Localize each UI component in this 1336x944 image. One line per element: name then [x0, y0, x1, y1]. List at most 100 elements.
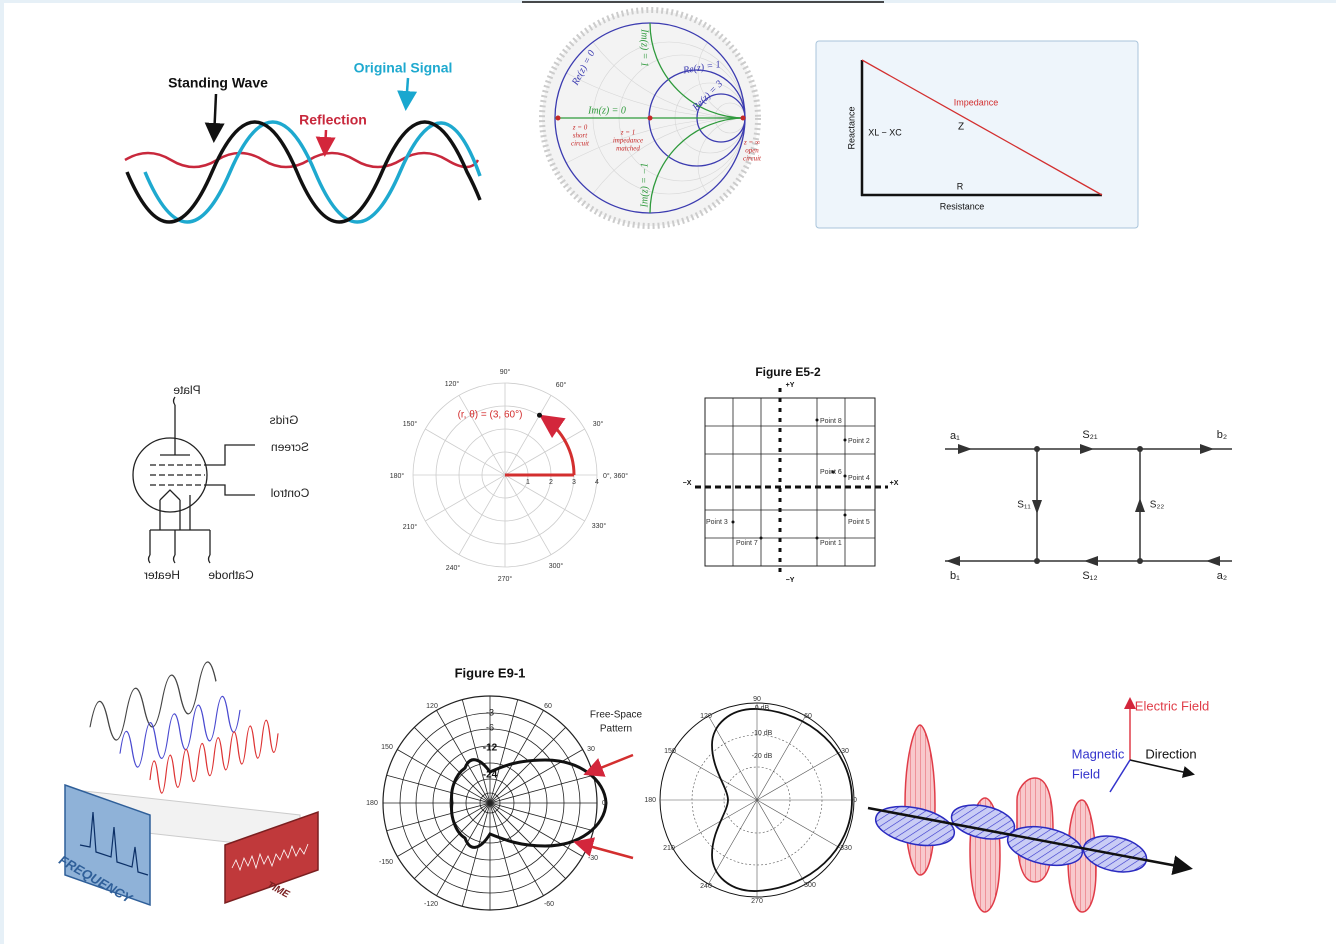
- time-panel: [224, 810, 319, 905]
- grid: [382, 695, 598, 911]
- label: Point 5: [848, 519, 870, 526]
- label: 180°: [390, 472, 405, 480]
- label: -20 dB: [752, 753, 773, 760]
- ring-label: -12: [483, 743, 498, 754]
- label: Point 3: [706, 519, 728, 526]
- label: Heater: [144, 568, 180, 582]
- polar-plot: (r, θ) = (3, 60°) 90° 60° 30° 0°, 360° 3…: [390, 368, 629, 583]
- label: Free-Space: [590, 710, 643, 721]
- label: (r, θ) = (3, 60°): [458, 410, 523, 421]
- label: 0°, 360°: [603, 472, 628, 480]
- frame: [704, 397, 876, 567]
- radiation-pattern: [450, 758, 608, 849]
- label: 60: [544, 703, 552, 710]
- frequency-panel: [64, 783, 151, 907]
- label: Cathode: [208, 568, 254, 582]
- label: Im(z) = 0: [587, 105, 626, 116]
- label: 330°: [592, 522, 607, 530]
- propagation-axis: [867, 806, 1193, 876]
- spectrum: [79, 811, 149, 876]
- label: 30: [841, 748, 849, 755]
- label: open: [745, 147, 759, 155]
- label: 270: [751, 898, 763, 905]
- label: 0 dB: [755, 705, 770, 712]
- label: a₁: [950, 430, 960, 442]
- label: 60: [804, 713, 812, 720]
- label: z = ∞: [743, 139, 760, 147]
- point: [537, 412, 542, 418]
- label: Plate: [173, 383, 201, 397]
- label: Screen: [271, 440, 309, 454]
- label: 210°: [403, 523, 418, 531]
- label: 30: [587, 746, 595, 753]
- axis-label: −Y: [786, 577, 795, 584]
- label: Resistance: [940, 201, 985, 211]
- label: Im(z) = −1: [639, 163, 650, 209]
- arrow: [315, 129, 336, 157]
- figure-e9-1: Figure E9-1 Free-Space Pattern 120 60 15…: [366, 665, 643, 911]
- label: S₂₂: [1150, 500, 1165, 511]
- label: 120°: [445, 380, 460, 388]
- arrow: [397, 77, 418, 111]
- label: 330: [840, 845, 852, 852]
- s-parameter-graph: a₁ S₂₁ b₂ S₁₁ S₂₂ b₁ S₁₂ a₂: [945, 429, 1232, 582]
- arrow: [204, 93, 225, 143]
- axis-arrow: [1109, 759, 1131, 793]
- label: matched: [616, 145, 640, 153]
- label: Z: [958, 122, 964, 133]
- label: -30: [588, 855, 598, 862]
- label: Impedance: [954, 97, 999, 107]
- label: 0: [853, 797, 857, 804]
- label: 180: [366, 800, 378, 807]
- magnetic-lobe: [1006, 825, 1084, 867]
- label: 3: [572, 479, 576, 486]
- pattern: [711, 708, 853, 892]
- standing-wave-figure: Standing Wave Original Signal Reflection: [124, 60, 482, 224]
- points: [731, 418, 847, 540]
- label: S₂₁: [1082, 429, 1098, 441]
- label: 4: [595, 479, 599, 486]
- label: 210: [663, 845, 675, 852]
- arrow: [583, 753, 634, 777]
- label: S₁₂: [1082, 570, 1097, 582]
- label: Original Signal: [354, 60, 453, 76]
- axis-label: −X: [683, 480, 692, 487]
- label: 120: [426, 703, 438, 710]
- label: Point 7: [736, 540, 758, 547]
- label: impedance: [613, 137, 643, 145]
- label: short: [573, 132, 588, 140]
- magnetic-lobe: [950, 804, 1016, 840]
- label: Point 2: [848, 438, 870, 445]
- smith-chart: Re(z) = 0 Im(z) = 1 Re(z) = 1 Im(z) = 0 …: [539, 7, 762, 229]
- time-signal: [231, 843, 309, 872]
- label: 240: [700, 883, 712, 890]
- label: Point 6: [820, 469, 842, 476]
- ring-label: -6: [486, 722, 494, 732]
- label: Standing Wave: [168, 75, 268, 91]
- axis-arrow: [1129, 759, 1195, 778]
- label: Grids: [270, 413, 299, 427]
- label: XL − XC: [868, 127, 902, 137]
- label: Pattern: [600, 724, 632, 735]
- label: Control: [271, 486, 310, 500]
- label: 30°: [593, 420, 604, 428]
- label: 240°: [446, 564, 461, 572]
- label: z = 1: [620, 129, 635, 137]
- point: [647, 115, 653, 121]
- label: 300: [804, 882, 816, 889]
- label: S₁₁: [1017, 500, 1031, 511]
- axis-label: +X: [890, 480, 899, 487]
- label: -60: [544, 901, 554, 908]
- arrow: [573, 837, 634, 860]
- left-edge: [0, 0, 4, 944]
- original-wave: [143, 120, 482, 224]
- label: 150: [664, 748, 676, 755]
- label: b₁: [950, 570, 960, 582]
- label: 120: [700, 713, 712, 720]
- standing-wave: [125, 120, 482, 224]
- label: Reflection: [299, 112, 367, 128]
- label: circuit: [571, 140, 590, 148]
- label: Magnetic: [1072, 746, 1125, 761]
